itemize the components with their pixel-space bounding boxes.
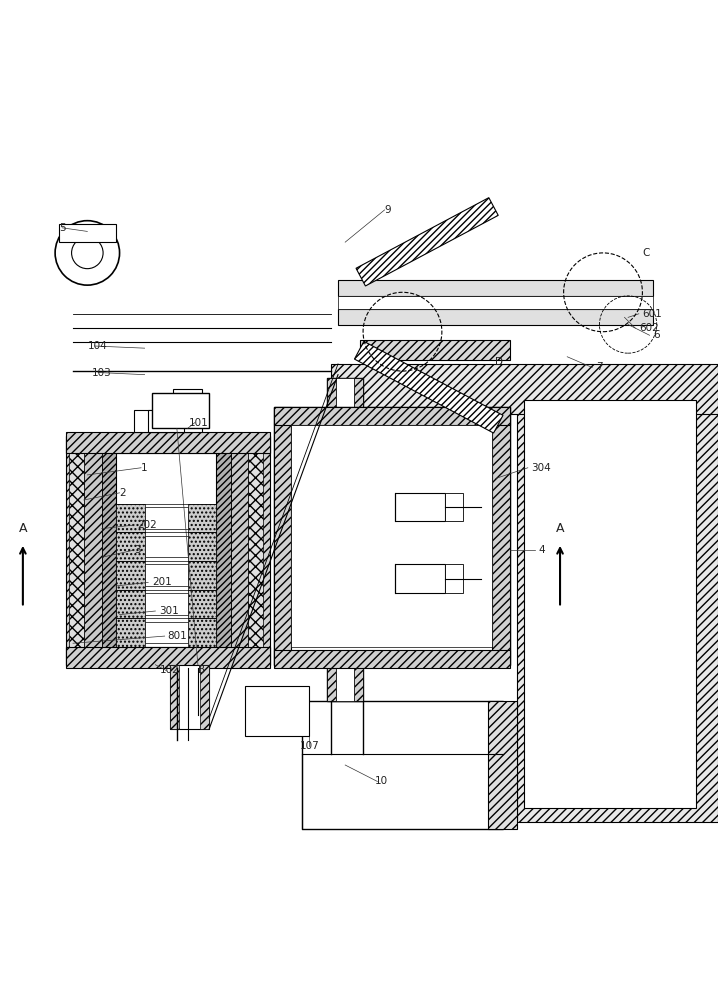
Text: 801: 801 [168,631,188,641]
Bar [249,436,263,665]
Bar [83,453,101,647]
Bar [273,407,510,665]
Bar [336,378,354,701]
Text: 304: 304 [531,463,551,473]
Text: 7: 7 [596,362,603,372]
Bar [116,504,145,532]
Bar [273,407,510,425]
Text: 201: 201 [152,577,172,587]
Bar [188,561,216,590]
Bar [170,665,209,729]
Bar [231,453,249,647]
Text: 2: 2 [119,488,127,498]
Text: 1: 1 [141,463,147,473]
Bar [492,407,510,665]
Bar [395,564,446,593]
Bar [273,407,291,665]
Bar [517,378,718,822]
Bar [145,536,188,557]
Bar [356,198,498,286]
Bar [354,378,363,701]
Bar [216,453,231,647]
Text: 101: 101 [188,418,209,428]
Bar [395,493,446,521]
Text: 102: 102 [160,665,180,675]
Bar [173,389,202,432]
Text: B: B [198,665,206,675]
Bar [331,364,718,414]
Bar [116,590,145,618]
Bar [66,647,270,665]
Bar [145,593,188,615]
Bar [327,378,363,701]
Bar [116,453,216,647]
Text: 301: 301 [159,606,179,616]
Bar [116,532,145,561]
Bar [152,393,209,428]
Text: 602: 602 [638,323,659,333]
Bar [70,436,83,665]
Bar [338,296,653,309]
Bar [170,665,179,729]
Text: 4: 4 [539,545,545,555]
Bar [338,309,653,325]
Bar [66,436,91,665]
Text: 202: 202 [137,520,157,530]
Text: 6: 6 [653,330,660,340]
Text: 601: 601 [642,309,662,319]
Bar [145,622,188,643]
Text: 3: 3 [134,545,140,555]
Text: A: A [19,522,27,535]
Text: 103: 103 [92,368,111,378]
Bar [524,400,696,808]
Bar [188,532,216,561]
Bar [354,341,503,433]
Bar [360,340,510,360]
Text: 9: 9 [385,205,391,215]
Text: 10: 10 [375,776,388,786]
Text: 104: 104 [88,341,108,351]
Bar [101,453,116,647]
Bar [145,507,188,529]
Bar [188,618,216,647]
Bar [148,410,184,432]
Bar [188,590,216,618]
Bar [66,436,270,453]
Bar [446,493,463,521]
Bar [116,561,145,590]
Bar [446,564,463,593]
Text: A: A [556,522,564,535]
Text: 107: 107 [300,741,319,751]
Text: C: C [642,248,650,258]
Text: 5: 5 [59,223,65,233]
Bar [66,432,270,453]
Bar [488,701,517,829]
Bar [273,650,510,668]
Bar [188,504,216,532]
Bar [302,701,503,829]
Bar [338,280,653,296]
Bar [134,410,191,432]
Bar [327,378,336,701]
Bar [145,564,188,586]
Bar [66,647,270,668]
Text: D: D [495,357,503,367]
Bar [291,425,492,647]
Bar [59,224,116,242]
Bar [200,665,209,729]
Bar [245,436,270,665]
Bar [245,686,309,736]
Bar [116,618,145,647]
